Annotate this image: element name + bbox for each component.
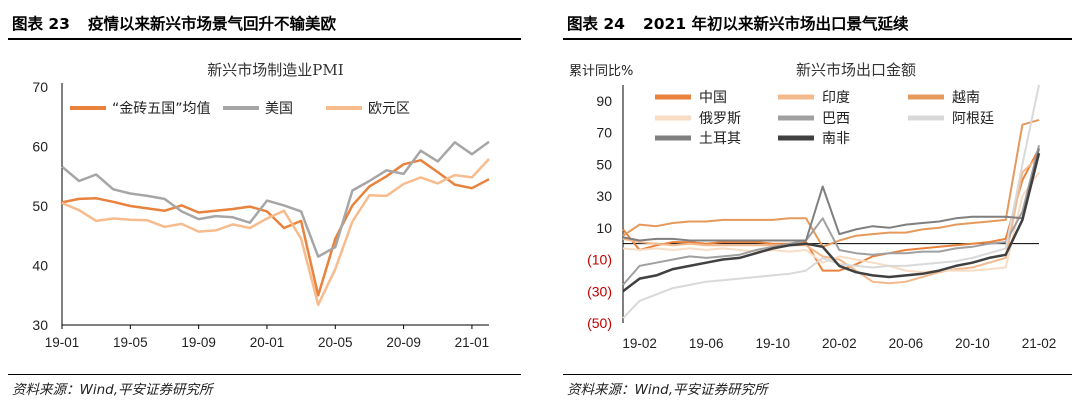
x-tick-label: 20-05 [318, 335, 353, 350]
figure-heading: 2021 年初以来新兴市场出口景气延续 [642, 15, 909, 33]
y-tick-label: 30 [596, 188, 612, 204]
legend-label: 南非 [822, 131, 850, 147]
legend-label: “金砖五国”均值 [112, 101, 211, 117]
y-tick-label: 40 [32, 258, 48, 274]
source-note: 资料来源：Wind,平安证券研究所 [567, 382, 768, 398]
figure-title-right: 图表 24 2021 年初以来新兴市场出口景气延续 [567, 12, 909, 34]
chart-title: 新兴市场出口金额 [796, 61, 916, 79]
x-tick-label: 21-01 [455, 335, 490, 350]
y-tick-label: 50 [596, 156, 612, 172]
legend-label: 越南 [952, 90, 980, 106]
x-tick-label: 19-02 [622, 336, 657, 351]
pmi-chart: 新兴市场制造业PMI 30 40 50 60 70 19-01 19-05 19-09 20-01… [32, 61, 490, 350]
legend-label: 美国 [265, 101, 293, 117]
title-rule [8, 38, 521, 40]
x-tick-label: 20-09 [386, 335, 421, 350]
series-line-4 [622, 145, 1040, 286]
y-tick-label: 90 [596, 93, 612, 109]
series-line-1 [61, 140, 490, 258]
figure-left: 图表 23 疫情以来新兴市场景气回升不输美欧 新兴市场制造业PMI 30 40 50 60… [8, 0, 521, 413]
series-line-7 [622, 152, 1041, 293]
y-tick-label: 10 [596, 220, 612, 236]
y-tick-label: 70 [596, 125, 612, 141]
figure-number: 图表 23 [12, 15, 70, 33]
legend-label: 欧元区 [368, 101, 410, 117]
x-tick-label: 20-10 [955, 336, 990, 351]
y-axis-label: 累计同比% [569, 64, 633, 79]
series-line-6 [622, 148, 1040, 242]
series-line-2 [61, 158, 490, 307]
x-tick-label: 20-01 [250, 335, 285, 350]
x-tick-label: 19-05 [113, 335, 148, 350]
series-line-2 [622, 118, 1040, 248]
x-tick-label: 19-06 [689, 336, 724, 351]
series-line-5 [622, 84, 1040, 319]
source-note: 资料来源：Wind,平安证券研究所 [12, 382, 213, 398]
figure-right: 图表 24 2021 年初以来新兴市场出口景气延续 新兴市场出口金额 累计同比% (5… [563, 0, 1072, 413]
x-tick-label: 19-10 [755, 336, 790, 351]
y-tick-label: 60 [32, 139, 48, 155]
series-line-1 [622, 155, 1040, 285]
y-tick-label: 30 [32, 317, 48, 333]
legend-label: 俄罗斯 [699, 111, 741, 127]
legend-label: 土耳其 [699, 131, 741, 147]
x-tick-label: 21-02 [1022, 336, 1057, 351]
legend-label: 巴西 [822, 111, 850, 127]
y-tick-label: 50 [32, 198, 48, 214]
figure-heading: 疫情以来新兴市场景气回升不输美欧 [87, 15, 336, 33]
source-rule [563, 374, 1072, 375]
legend-label: 阿根廷 [952, 111, 994, 127]
y-tick-label: 70 [32, 79, 48, 95]
source-rule [8, 374, 521, 375]
series-line-0 [622, 148, 1040, 272]
series-line-3 [622, 171, 1040, 274]
title-rule [563, 38, 1072, 40]
figure-title-left: 图表 23 疫情以来新兴市场景气回升不输美欧 [12, 12, 336, 34]
legend-label: 中国 [699, 90, 727, 106]
y-tick-label: (10) [587, 252, 612, 268]
series-line-0 [61, 158, 490, 297]
export-chart: 新兴市场出口金额 累计同比% (50) (30) (10) 10 30 50 70 90 19-02… [569, 61, 1057, 351]
chart-title: 新兴市场制造业PMI [207, 61, 343, 79]
figure-number: 图表 24 [567, 15, 625, 33]
x-tick-label: 20-02 [822, 336, 857, 351]
x-tick-label: 19-09 [181, 335, 216, 350]
legend-label: 印度 [822, 90, 850, 106]
y-tick-label: (50) [587, 315, 612, 331]
y-tick-label: (30) [587, 283, 612, 299]
x-tick-label: 19-01 [45, 335, 80, 350]
x-tick-label: 20-06 [889, 336, 924, 351]
